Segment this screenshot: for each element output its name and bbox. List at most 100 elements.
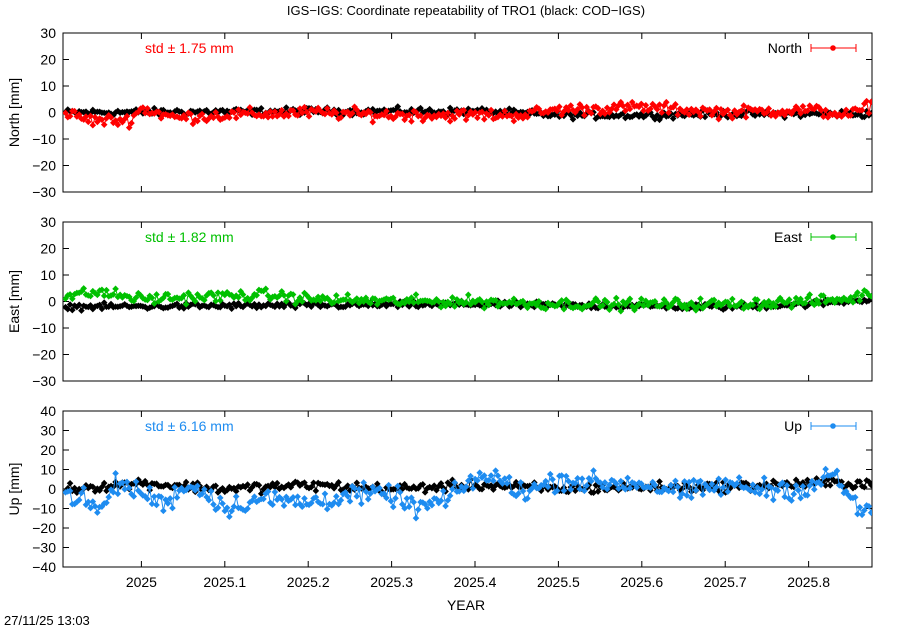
east-igs-igs-point [594,298,602,305]
up-igs-igs-point [84,498,92,506]
up-cod-igs-point [770,477,777,485]
up-igs-igs-point [203,493,210,501]
up-igs-igs-point [763,492,770,500]
up-cod-igs-point [310,479,317,487]
east-igs-igs-point [130,297,138,305]
east-igs-igs-point [403,295,411,303]
east-igs-igs-point [317,297,324,305]
up-cod-igs-point [112,478,119,486]
up-igs-igs-point [296,500,304,508]
up-cod-igs-point [333,481,340,489]
east-igs-igs-point [847,293,854,301]
up-igs-igs-point [371,487,379,495]
panel-east: −30 −20 −10 0 10 20 30 East [mm] std ± 1.82 mm Ea… [6,214,873,389]
up-igs-igs-point [861,506,868,514]
up-igs-igs-point [80,484,88,492]
north-cod-igs-point [628,113,636,120]
north-igs-igs-point [592,103,600,110]
up-igs-igs-point [708,480,716,488]
east-igs-igs-point [87,292,94,300]
up-igs-igs-point [148,500,156,508]
north-igs-igs-point [348,109,356,117]
north-cod-igs-point [160,106,167,114]
north-igs-igs-point [776,110,784,118]
up-igs-igs-point [255,496,263,504]
up-igs-igs-point [280,502,288,510]
east-igs-igs-point [144,296,151,304]
up-igs-igs-point [701,480,709,488]
up-igs-igs-point [394,482,402,490]
up-igs-igs-point [840,489,848,497]
north-igs-igs-point [772,112,779,120]
up-igs-igs-point [699,491,707,499]
up-cod-igs-point [512,478,520,486]
north-igs-igs-point [360,109,367,116]
north-igs-igs-point [383,107,390,115]
north-igs-igs-point [729,115,736,122]
north-igs-igs-point [442,114,449,122]
east-igs-igs-point [214,289,222,296]
east-igs-igs-point [230,294,238,301]
up-cod-igs-point [421,489,429,496]
up-igs-igs-point [788,497,795,504]
north-igs-igs-point [501,107,509,115]
east-igs-igs-point [253,291,260,299]
east-cod-igs-point [307,303,315,310]
up-cod-igs-point [289,480,297,488]
east-igs-igs-point [710,296,718,304]
east-igs-igs-point [510,295,518,303]
up-igs-igs-point [624,474,631,482]
up-series-area [63,465,872,522]
north-igs-igs-point [633,102,641,109]
up-igs-igs-point [355,485,363,493]
north-igs-igs-point [244,110,251,117]
east-igs-igs-point [78,288,85,295]
east-igs-igs-point [303,291,311,299]
north-igs-igs-point [724,106,732,114]
north-igs-igs-point [314,104,322,112]
up-igs-igs-point [865,503,872,510]
north-y-axis-label: North [mm] [6,78,22,147]
up-igs-igs-point [524,495,531,502]
east-igs-igs-point [810,301,818,309]
up-cod-igs-point [255,481,263,489]
east-cod-igs-point [239,303,247,311]
up-igs-igs-point [323,505,331,513]
north-igs-igs-point [446,118,454,125]
east-igs-igs-point [683,305,691,313]
north-igs-igs-point [742,114,750,121]
x-tick-label: 2025.5 [537,574,580,590]
north-igs-igs-point [672,101,679,108]
up-igs-igs-point [601,479,609,486]
up-igs-igs-point [230,503,238,510]
north-igs-igs-point [212,108,220,116]
east-igs-igs-point [535,298,543,305]
up-igs-igs-point [103,499,110,507]
east-cod-igs-point [219,300,226,308]
up-igs-igs-point [205,496,213,504]
up-igs-igs-point [688,494,695,502]
up-igs-igs-point [278,495,286,503]
up-igs-igs-point [446,492,454,499]
east-igs-igs-point [503,300,511,307]
east-cod-igs-point [175,304,183,312]
east-igs-igs-point [597,303,604,310]
east-igs-igs-point [806,291,814,298]
up-igs-igs-point [326,500,333,508]
up-igs-igs-point [469,485,477,492]
up-y-tick-label: 20 [40,442,56,458]
up-cod-igs-point [271,483,279,491]
east-cod-igs-point [194,300,201,308]
up-igs-igs-point [810,486,818,493]
up-igs-igs-point [760,474,768,482]
north-igs-igs-point [351,103,358,111]
north-cod-igs-point [150,104,158,112]
up-igs-igs-point [799,483,807,490]
east-igs-igs-point [867,292,872,300]
east-cod-igs-point [216,303,224,311]
up-igs-igs-point [373,486,381,493]
east-igs-igs-point [148,294,156,302]
east-cod-igs-point [123,302,131,310]
up-cod-igs-point [285,481,292,488]
up-igs-igs-point [364,495,372,503]
